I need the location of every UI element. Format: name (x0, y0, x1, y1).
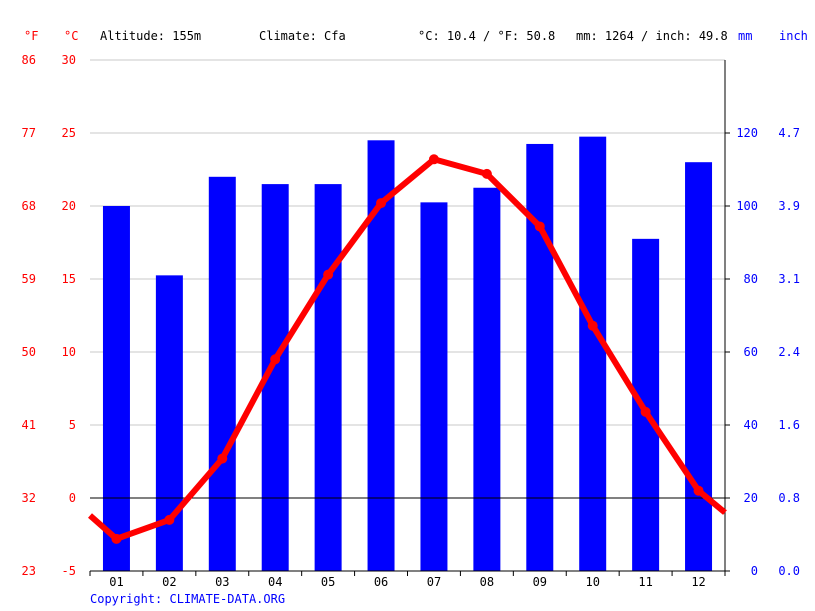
tick-label-inch: 2.4 (778, 345, 800, 359)
temperature-line (88, 154, 727, 544)
tick-label-mm: 120 (736, 126, 758, 140)
tick-label-fahrenheit: 68 (22, 199, 36, 213)
precipitation-bar (155, 275, 183, 571)
tick-label-month: 07 (427, 575, 441, 589)
temperature-point (587, 320, 598, 331)
tick-label-celsius: 5 (69, 418, 76, 432)
grid-lines (90, 59, 725, 572)
precipitation-bar (632, 238, 660, 571)
tick-label-celsius: 15 (62, 272, 76, 286)
tick-label-month: 10 (585, 575, 599, 589)
temperature-point (376, 198, 387, 209)
temperature-point (428, 154, 439, 165)
temperature-point (270, 354, 281, 365)
temperature-point (164, 514, 175, 525)
copyright-label: Copyright: CLIMATE-DATA.ORG (90, 592, 286, 606)
temperature-average-label: °C: 10.4 / °F: 50.8 (418, 29, 555, 43)
tick-label-inch: 1.6 (778, 418, 800, 432)
precipitation-total-label: mm: 1264 / inch: 49.8 (576, 29, 728, 43)
tick-label-mm: 40 (744, 418, 758, 432)
precipitation-bar (685, 162, 713, 571)
precipitation-bar (314, 184, 342, 571)
tick-label-month: 12 (691, 575, 705, 589)
tick-label-fahrenheit: 32 (22, 491, 36, 505)
tick-label-month: 04 (268, 575, 282, 589)
tick-label-inch: 3.9 (778, 199, 800, 213)
tick-label-celsius: -5 (62, 564, 76, 578)
tick-label-celsius: 0 (69, 491, 76, 505)
precipitation-bar (208, 176, 236, 572)
precipitation-bar (526, 143, 554, 571)
tick-label-month: 01 (109, 575, 123, 589)
unit-celsius-label: °C (64, 29, 78, 43)
temperature-point (640, 406, 651, 417)
unit-inch-label: inch (779, 29, 808, 43)
temperature-point (217, 453, 228, 464)
precipitation-bar (102, 206, 130, 571)
tick-label-fahrenheit: 59 (22, 272, 36, 286)
temperature-point (693, 485, 704, 496)
tick-label-month: 11 (638, 575, 652, 589)
unit-mm-label: mm (738, 29, 752, 43)
tick-label-fahrenheit: 77 (22, 126, 36, 140)
tick-label-fahrenheit: 23 (22, 564, 36, 578)
tick-label-month: 02 (162, 575, 176, 589)
tick-label-inch: 0.8 (778, 491, 800, 505)
tick-label-celsius: 10 (62, 345, 76, 359)
tick-label-mm: 60 (744, 345, 758, 359)
tick-label-celsius: 25 (62, 126, 76, 140)
temperature-point (534, 221, 545, 232)
axis-tick-labels: 23 -5 32 0 41 5 50 10 59 15 68 20 77 25 86 30 0 0.0 20 0.8 4… (22, 53, 800, 589)
temperature-polyline (88, 156, 727, 542)
tick-label-month: 09 (533, 575, 547, 589)
temperature-point (481, 168, 492, 179)
precipitation-bars (102, 136, 713, 572)
temperature-point (323, 269, 334, 280)
temperature-point (111, 533, 122, 544)
tick-label-celsius: 30 (62, 53, 76, 67)
tick-label-month: 08 (480, 575, 494, 589)
tick-label-fahrenheit: 86 (22, 53, 36, 67)
tick-label-month: 03 (215, 575, 229, 589)
tick-label-mm: 80 (744, 272, 758, 286)
tick-label-month: 05 (321, 575, 335, 589)
unit-fahrenheit-label: °F (24, 29, 38, 43)
tick-label-mm: 100 (736, 199, 758, 213)
altitude-label: Altitude: 155m (100, 29, 201, 43)
tick-label-mm: 20 (744, 491, 758, 505)
tick-label-inch: 0.0 (778, 564, 800, 578)
precipitation-bar (420, 202, 448, 571)
tick-label-inch: 3.1 (778, 272, 800, 286)
tick-label-fahrenheit: 50 (22, 345, 36, 359)
tick-label-fahrenheit: 41 (22, 418, 36, 432)
climate-label: Climate: Cfa (259, 29, 346, 43)
precipitation-bar (473, 187, 501, 571)
tick-label-mm: 0 (751, 564, 758, 578)
precipitation-bar (579, 136, 607, 571)
tick-label-inch: 4.7 (778, 126, 800, 140)
tick-label-month: 06 (374, 575, 388, 589)
chart-axes (89, 60, 730, 576)
tick-label-celsius: 20 (62, 199, 76, 213)
